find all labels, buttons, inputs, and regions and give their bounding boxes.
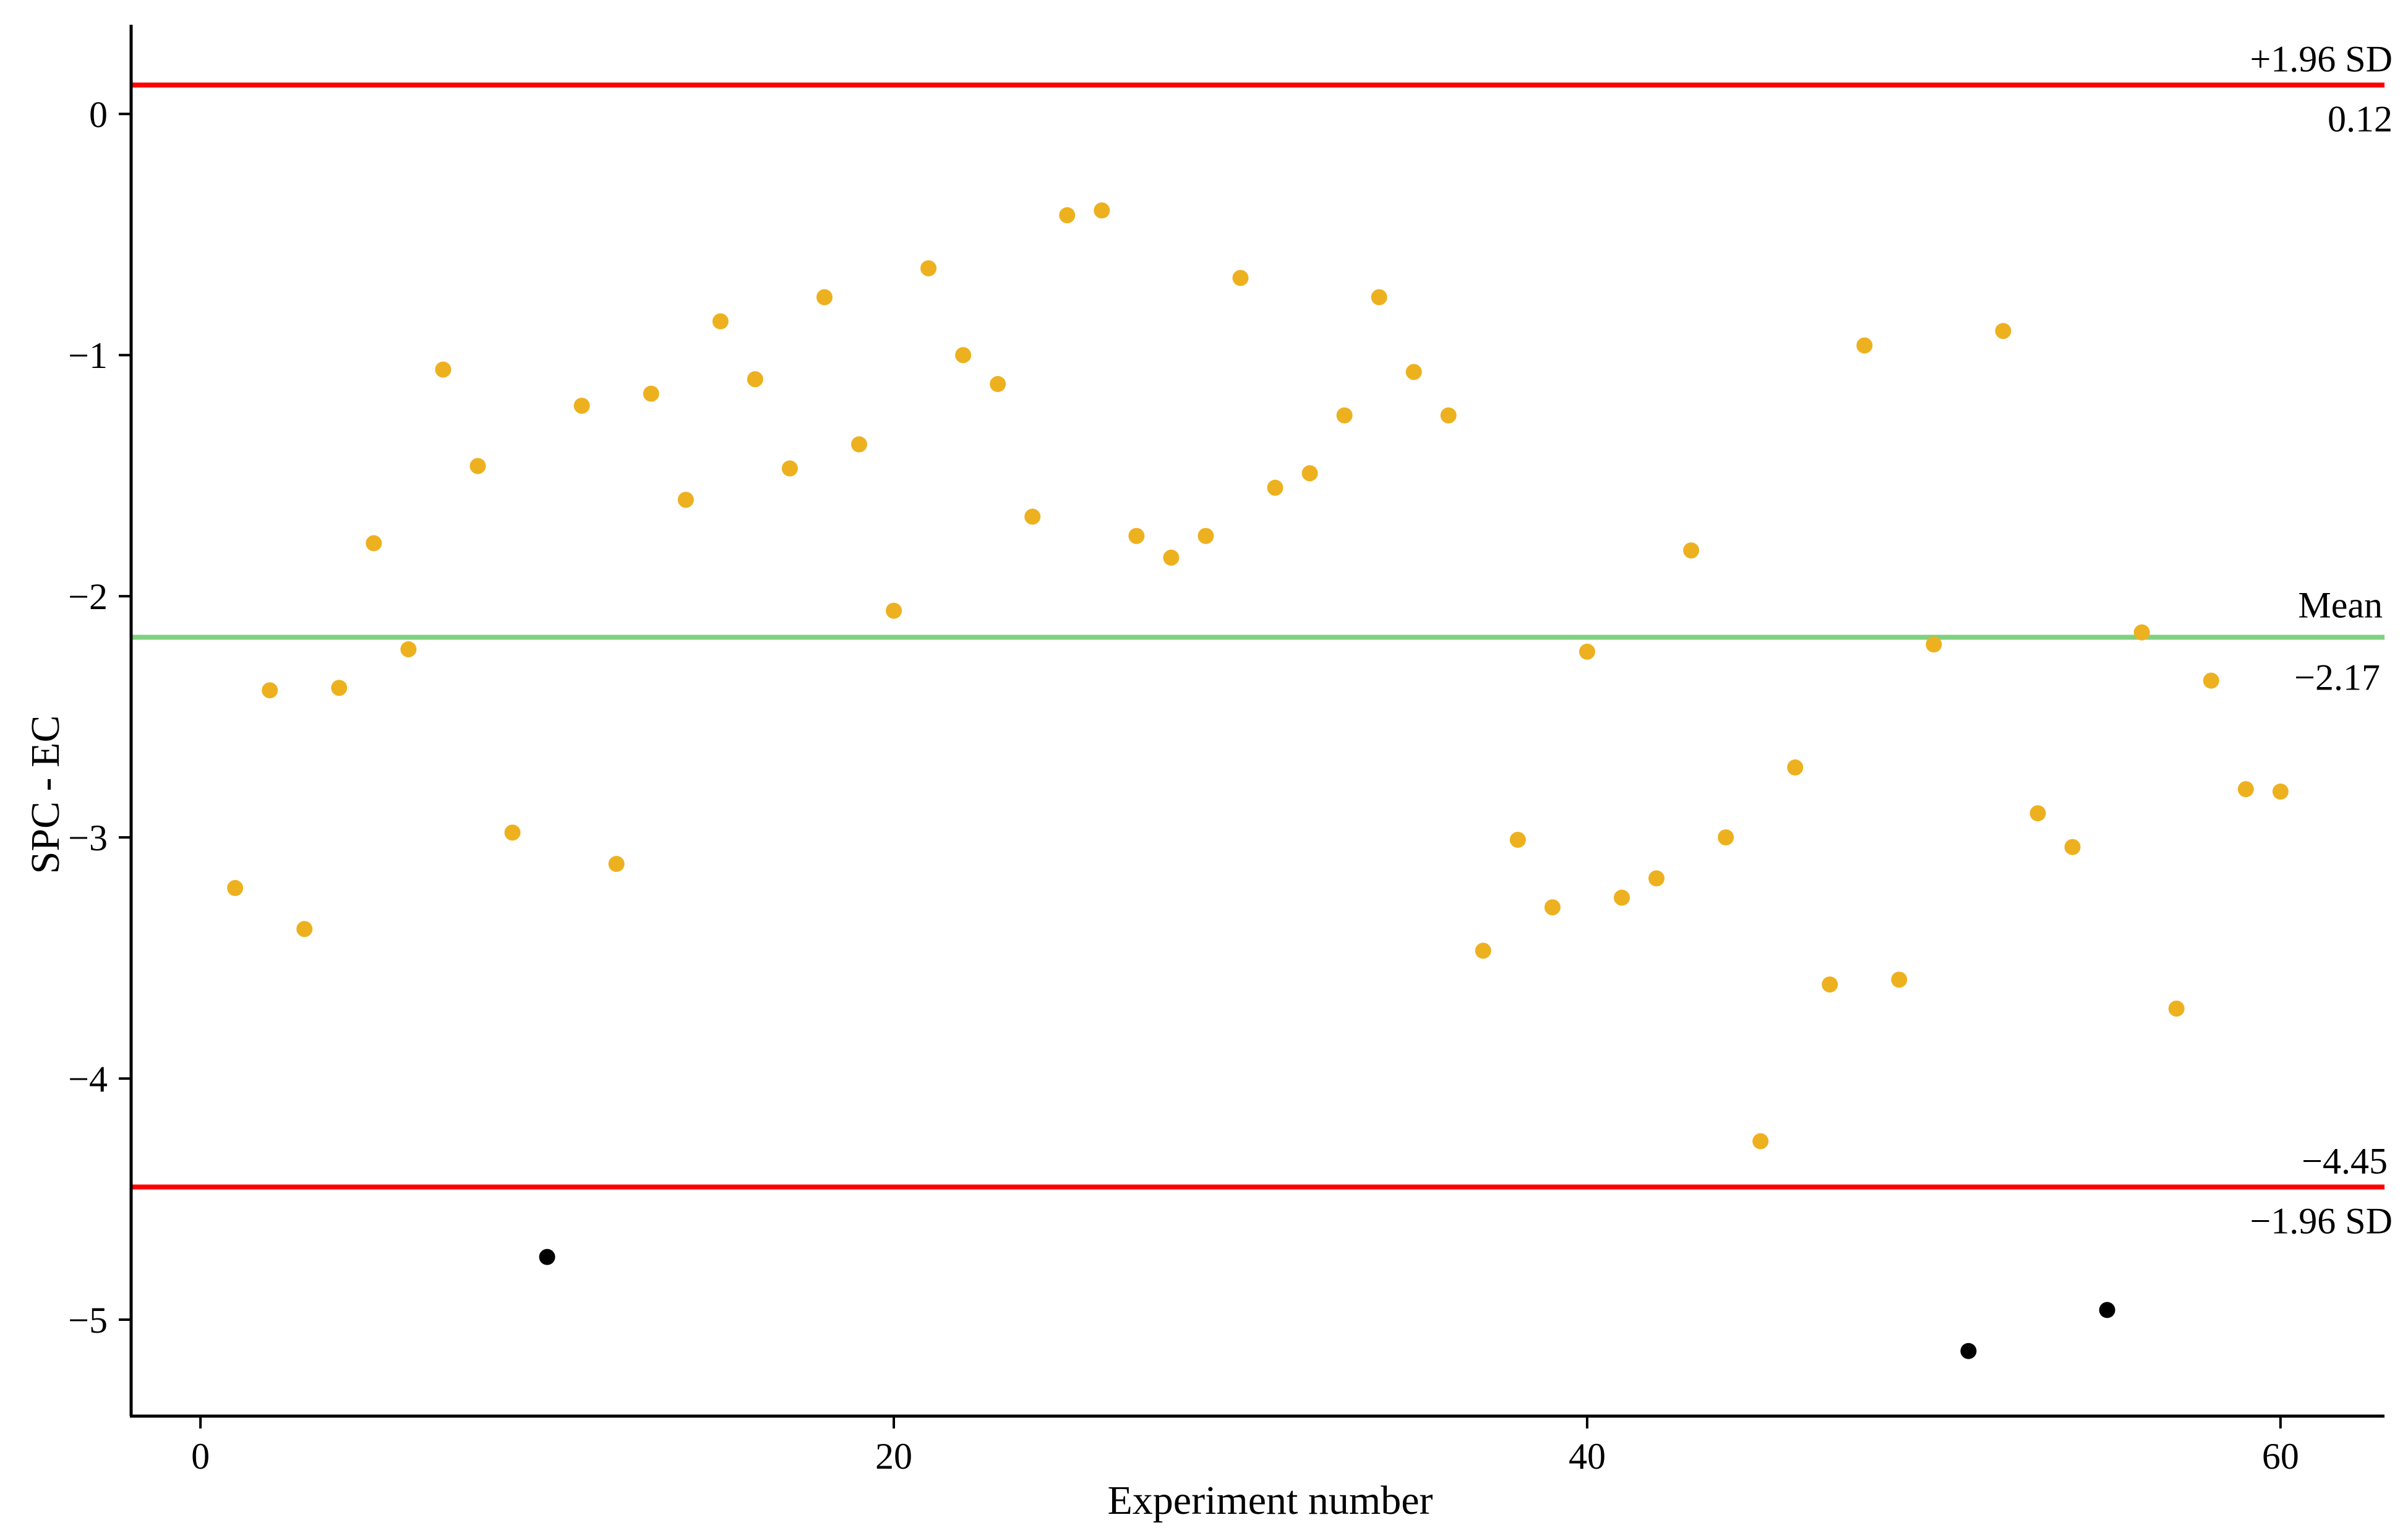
reference-value-mean: −2.17 <box>2294 657 2380 698</box>
y-tick-label: −5 <box>68 1300 108 1341</box>
data-point <box>1475 942 1491 959</box>
data-point <box>1024 508 1041 525</box>
data-point <box>643 385 659 402</box>
data-point <box>1891 971 1908 988</box>
data-point <box>1718 829 1734 846</box>
data-point <box>990 376 1006 393</box>
data-point <box>781 460 798 477</box>
reference-label-mean: Mean <box>2298 584 2383 625</box>
x-tick-label: 20 <box>875 1436 912 1477</box>
data-point <box>2168 1000 2185 1017</box>
data-point <box>1648 870 1665 887</box>
data-point <box>2272 784 2289 800</box>
data-point <box>331 680 348 696</box>
data-point <box>886 602 902 619</box>
data-point <box>1128 527 1145 544</box>
data-point <box>469 458 486 474</box>
data-point <box>1232 270 1249 286</box>
data-point <box>1544 899 1561 916</box>
data-point <box>262 682 278 699</box>
data-point <box>2029 805 2046 822</box>
data-point <box>851 436 867 453</box>
data-point <box>1822 976 1838 993</box>
data-point <box>608 856 625 873</box>
data-point <box>2133 624 2150 641</box>
data-point <box>1683 542 1700 559</box>
x-tick-label: 0 <box>191 1436 210 1477</box>
data-point <box>1301 465 1318 482</box>
data-point <box>1787 759 1804 776</box>
data-point <box>1752 1133 1769 1150</box>
data-point <box>1163 549 1180 566</box>
x-tick-label: 40 <box>1569 1436 1606 1477</box>
y-axis-ticks: 0 −1 −2 −3 −4 −5 <box>68 94 131 1341</box>
x-axis-title: Experiment number <box>1107 1478 1433 1523</box>
data-point <box>1440 407 1457 424</box>
reference-line-labels: +1.96 SD 0.12 Mean −2.17 −1.96 SD −4.45 <box>2250 38 2393 1241</box>
x-tick-label: 60 <box>2262 1436 2299 1477</box>
data-point <box>1059 207 1076 224</box>
data-point <box>712 313 729 330</box>
reference-label-lower: −1.96 SD <box>2250 1201 2393 1242</box>
data-point <box>1198 527 1214 544</box>
x-axis-ticks: 0 20 40 60 <box>191 1416 2299 1477</box>
data-point <box>816 289 833 305</box>
data-point <box>366 535 382 552</box>
data-point <box>435 361 452 378</box>
data-point <box>1267 479 1283 496</box>
data-point <box>1613 889 1630 906</box>
y-axis-title: SPC - EC <box>23 715 68 874</box>
data-point <box>1926 636 1942 653</box>
axes <box>129 25 2384 1418</box>
data-point <box>1579 643 1595 660</box>
y-tick-label: −4 <box>68 1059 108 1100</box>
y-tick-label: −2 <box>68 576 108 617</box>
data-point <box>1509 832 1526 848</box>
data-point <box>1094 202 1110 219</box>
data-point <box>1995 323 2012 339</box>
data-point <box>955 347 972 364</box>
data-point <box>227 880 244 897</box>
data-point <box>2203 672 2219 689</box>
data-point <box>1371 289 1387 305</box>
data-point <box>1336 407 1353 424</box>
y-tick-label: −1 <box>68 335 108 376</box>
data-point-outlier <box>1960 1343 1977 1359</box>
data-point <box>2237 781 2254 798</box>
y-tick-label: −3 <box>68 818 108 858</box>
data-point <box>1405 364 1422 380</box>
data-point <box>296 921 313 937</box>
data-points <box>227 202 2289 1359</box>
reference-value-lower: −4.45 <box>2302 1141 2388 1182</box>
data-point <box>677 492 694 508</box>
reference-lines <box>131 82 2384 1190</box>
data-point-outlier <box>539 1249 555 1265</box>
data-point <box>504 824 521 841</box>
reference-label-upper: +1.96 SD <box>2250 38 2393 79</box>
data-point <box>1856 337 1873 354</box>
data-point-outlier <box>2099 1302 2115 1318</box>
data-point <box>920 260 937 276</box>
data-point <box>747 371 763 388</box>
data-point <box>2064 839 2081 855</box>
data-point <box>573 398 590 414</box>
y-tick-label: 0 <box>89 94 108 135</box>
reference-value-upper: 0.12 <box>2328 98 2393 139</box>
data-point <box>400 641 417 657</box>
